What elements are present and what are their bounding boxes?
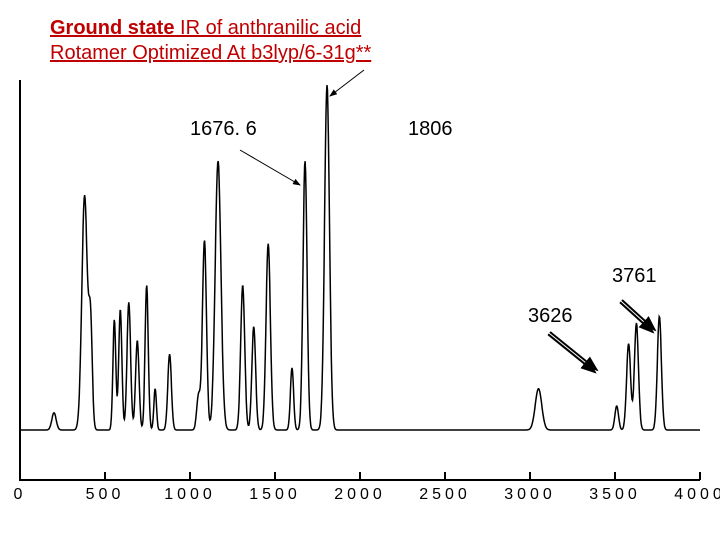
annotation-arrow: [622, 300, 655, 330]
x-tick-label: 3500: [589, 486, 641, 504]
annotation-arrow: [550, 332, 597, 370]
x-tick-label: 2000: [334, 486, 386, 504]
spectrum-line: [20, 85, 700, 430]
x-tick-label: 500: [86, 486, 125, 504]
x-tick-label: 1000: [164, 486, 216, 504]
peak-label: 3761: [612, 265, 657, 288]
x-tick-label: 2500: [419, 486, 471, 504]
x-tick-label: 4000: [674, 486, 720, 504]
peak-label: 3626: [528, 305, 573, 328]
x-tick-label: 0: [14, 486, 27, 504]
annotation-arrow: [240, 150, 300, 185]
x-tick-label: 3000: [504, 486, 556, 504]
annotation-arrow: [330, 70, 364, 96]
x-tick-label: 1500: [249, 486, 301, 504]
peak-label: 1676. 6: [190, 118, 257, 141]
peak-label: 1806: [408, 118, 453, 141]
